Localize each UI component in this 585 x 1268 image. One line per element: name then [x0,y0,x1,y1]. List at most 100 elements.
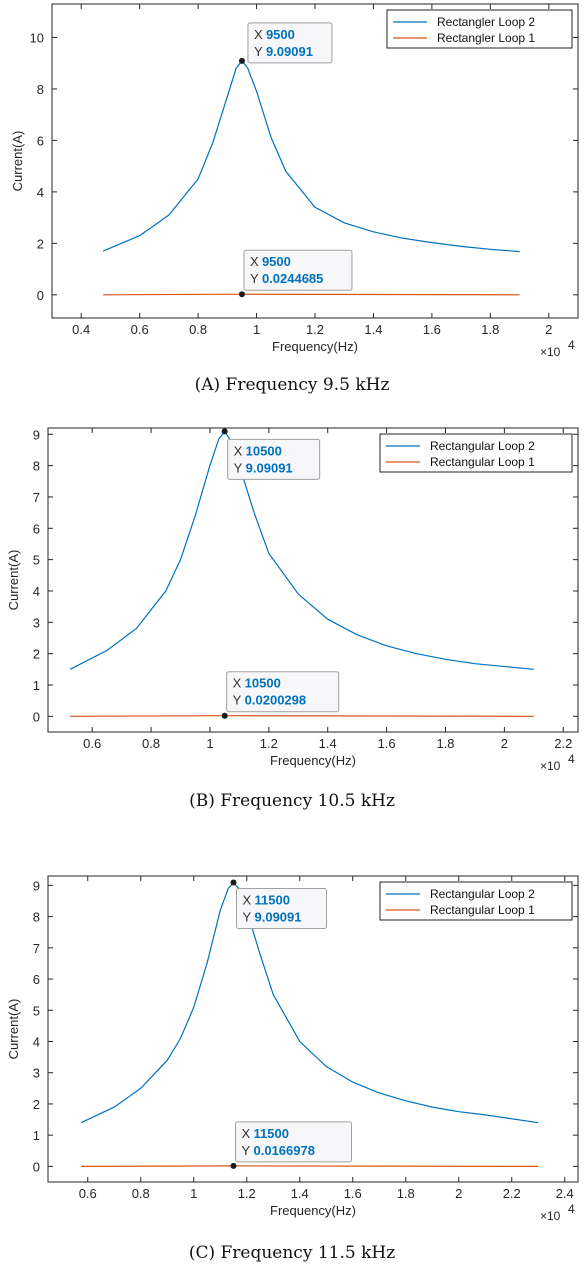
y-tick-label: 1 [33,678,40,693]
x-tick-label: 1.4 [364,322,382,337]
y-tick-label: 0 [37,288,44,303]
datatip-y-value: 0.0244685 [262,271,323,286]
y-tick-label: 9 [33,427,40,442]
x-tick-label: 1.2 [238,1186,256,1201]
datatip-y-value: 0.0166978 [254,1143,315,1158]
y-axis-label: Current(A) [6,999,21,1060]
legend-entry-1: Rectangular Loop 1 [430,455,535,469]
y-tick-label: 6 [33,521,40,536]
datatip-x-value: 9500 [262,254,291,269]
legend-box [379,433,573,473]
x-tick-label: 2.2 [554,736,572,751]
series-line-1 [103,293,520,296]
datatip-y-key: Y [242,1143,251,1158]
y-tick-label: 7 [33,941,40,956]
datatip-y-key: Y [234,460,243,475]
x-tick-label: 1.8 [436,736,454,751]
datatip-x-value: 11500 [255,893,290,908]
datatip-marker-0 [238,57,245,64]
legend-box [386,9,573,49]
datatip-marker-0 [230,879,237,886]
x-multiplier-exponent: 4 [568,1202,575,1216]
datatip-y-key: Y [233,693,242,708]
y-tick-label: 6 [37,133,44,148]
plot-area [47,427,579,733]
y-tick-label: 4 [33,584,40,599]
x-tick-label: 2 [455,1186,462,1201]
series-line-0 [102,59,520,253]
datatip-box-1 [243,249,353,291]
datatip-y-value: 9.09091 [255,910,302,925]
x-tick-label: 1 [206,736,213,751]
x-tick-label: 1.6 [344,1186,362,1201]
y-tick-label: 0 [33,709,40,724]
figure-caption: (C) Frequency 11.5 kHz [189,1243,395,1263]
x-multiplier-exponent: 4 [568,752,575,766]
x-tick-label: 2 [501,736,508,751]
datatip-x-value: 9500 [266,27,295,42]
datatip-y-key: Y [243,910,252,925]
x-tick-label: 1.6 [423,322,441,337]
datatip-x-key: X [234,443,243,458]
x-tick-label: 0.8 [132,1186,150,1201]
figure-caption: (B) Frequency 10.5 kHz [189,791,395,811]
legend-entry-0: Rectangular Loop 2 [430,887,535,901]
y-tick-label: 2 [33,1097,40,1112]
legend-box [379,881,573,921]
x-tick-label: 1.8 [481,322,499,337]
datatip-marker-1 [230,1162,237,1169]
x-tick-label: 0.6 [79,1186,97,1201]
y-tick-label: 4 [33,1034,40,1049]
y-tick-label: 10 [30,30,44,45]
datatip-marker-1 [238,291,245,298]
x-multiplier: ×10 [540,759,561,773]
chart-panel-2: 0.6 0.8 1 1.2 1.4 1.6 1.8 2 2.2 2.4 0 1 2 3 4 5 6 7 8 9 Freq… [6,875,579,1263]
datatip-x-key: X [254,27,263,42]
x-axis-label: Frequency(Hz) [270,1203,356,1218]
y-tick-label: 6 [33,972,40,987]
datatip-x-key: X [250,254,259,269]
y-tick-label: 5 [33,553,40,568]
datatip-marker-0 [221,428,228,435]
x-tick-label: 2.2 [503,1186,521,1201]
y-axis-label: Current(A) [10,131,25,192]
y-tick-label: 7 [33,490,40,505]
y-tick-label: 5 [33,1003,40,1018]
x-axis-label: Frequency(Hz) [270,753,356,768]
series-line-1 [81,1165,539,1168]
datatip-y-value: 9.09091 [266,44,313,59]
x-tick-label: 2 [545,322,552,337]
y-tick-label: 3 [33,615,40,630]
x-tick-label: 1.4 [319,736,337,751]
datatip-marker-1 [221,712,228,719]
x-tick-label: 0.8 [142,736,160,751]
x-tick-label: 1.4 [291,1186,309,1201]
datatip-box-0 [227,438,321,480]
datatip-x-key: X [243,893,252,908]
y-tick-label: 8 [33,459,40,474]
legend-entry-1: Rectangular Loop 1 [430,903,535,917]
y-axis-label: Current(A) [6,550,21,611]
x-multiplier: ×10 [540,1209,561,1223]
chart-panel-0: 0.4 0.6 0.8 1 1.2 1.4 1.6 1.8 2 0 2 4 6 8 10 Frequency(… [10,3,579,395]
datatip-box-1 [226,671,340,713]
datatip-box-1 [235,1121,352,1163]
plot-area [47,875,579,1183]
chart-panel-1: 0.6 0.8 1 1.2 1.4 1.6 1.8 2 2.2 0 1 2 3 4 5 6 7 8 9 Frequen… [6,427,579,811]
x-tick-label: 2.4 [556,1186,574,1201]
y-tick-label: 0 [33,1159,40,1174]
x-tick-label: 0.6 [131,322,149,337]
y-tick-label: 9 [33,878,40,893]
y-tick-label: 8 [37,82,44,97]
x-tick-label: 1.2 [306,322,324,337]
x-tick-label: 1.8 [397,1186,415,1201]
datatip-y-value: 0.0200298 [245,693,306,708]
datatip-y-key: Y [250,271,259,286]
y-tick-label: 3 [33,1066,40,1081]
datatip-x-value: 11500 [254,1126,289,1141]
y-tick-label: 2 [33,647,40,662]
x-tick-label: 1.2 [260,736,278,751]
series-line-1 [70,715,534,717]
datatip-box-0 [236,888,327,930]
